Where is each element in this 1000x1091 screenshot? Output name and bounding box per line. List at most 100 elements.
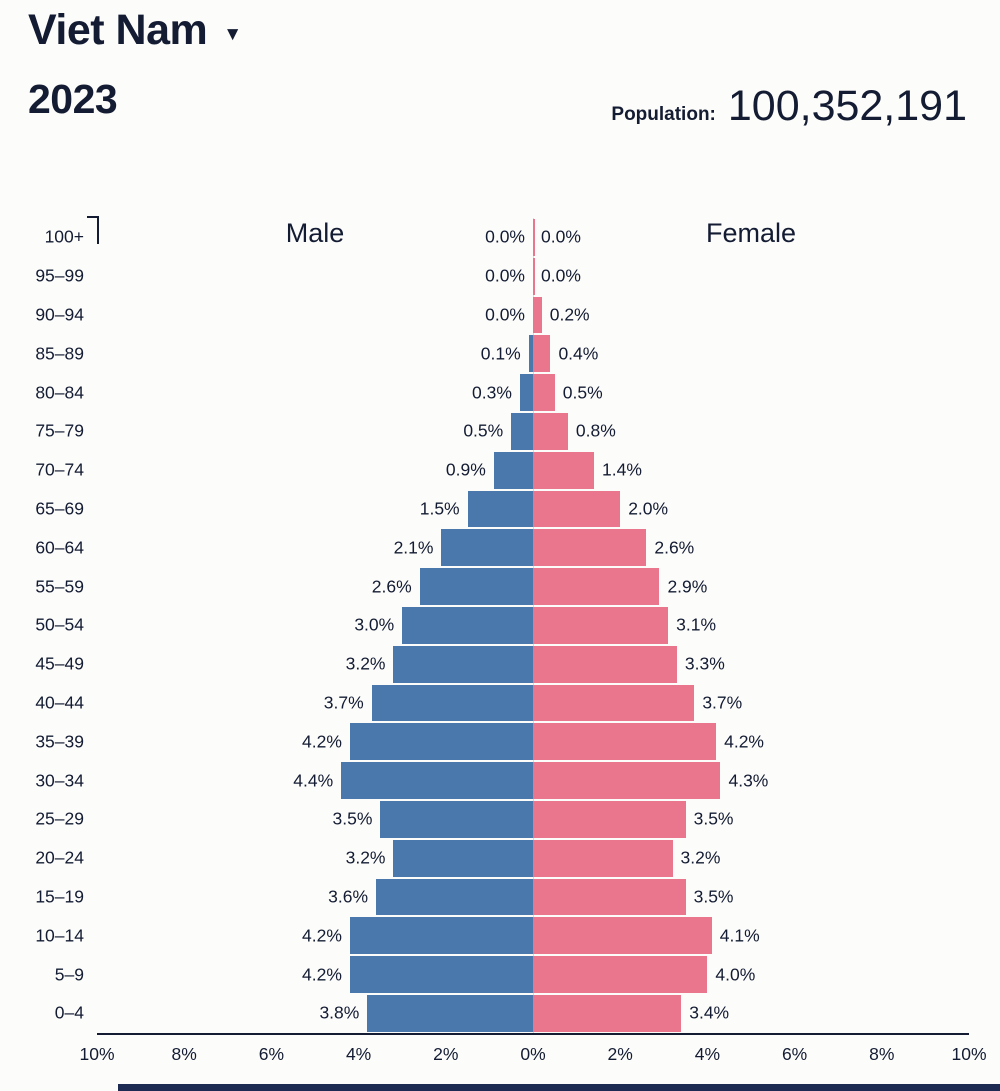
male-bar[interactable]	[419, 568, 533, 605]
pyramid-row: 25–29 3.5% 3.5%	[35, 800, 969, 839]
male-bar[interactable]	[371, 684, 533, 722]
male-bar[interactable]	[441, 529, 533, 567]
pyramid-row: 30–34 4.4% 4.3%	[35, 761, 969, 800]
male-half: 2.1%	[97, 529, 533, 567]
female-bar[interactable]	[533, 529, 647, 567]
male-bar[interactable]	[393, 645, 533, 683]
male-bar[interactable]	[528, 335, 533, 373]
female-bar[interactable]	[533, 335, 551, 373]
age-group-label: 25–29	[35, 808, 84, 829]
male-value-label: 2.1%	[393, 537, 434, 558]
female-bar[interactable]	[533, 568, 660, 605]
female-bar[interactable]	[533, 762, 721, 799]
male-bar[interactable]	[349, 917, 533, 955]
female-half: 0.8%	[533, 412, 969, 450]
female-value-label: 1.4%	[602, 459, 642, 480]
male-bar[interactable]	[349, 723, 533, 761]
female-half: 1.4%	[533, 451, 969, 489]
female-value-label: 3.2%	[680, 847, 721, 868]
pyramid-row: 55–59 2.6% 2.9%	[35, 567, 969, 606]
female-bar[interactable]	[533, 490, 621, 528]
pyramid-row: 70–74 0.9% 1.4%	[35, 451, 969, 490]
male-half: 3.2%	[97, 645, 533, 683]
age-group-label: 35–39	[35, 731, 84, 752]
male-half: 4.4%	[97, 762, 533, 799]
male-half: 0.3%	[97, 374, 533, 411]
female-bar[interactable]	[533, 839, 673, 877]
male-bar[interactable]	[402, 606, 533, 644]
female-value-label: 4.2%	[724, 731, 764, 752]
female-bar[interactable]	[533, 296, 542, 334]
female-bar[interactable]	[533, 606, 669, 644]
female-half: 3.2%	[533, 839, 969, 877]
male-half: 2.6%	[97, 568, 533, 605]
age-group-label: 55–59	[35, 576, 84, 597]
pyramid-row: 65–69 1.5% 2.0%	[35, 490, 969, 529]
female-column-header: Female	[705, 218, 797, 248]
age-group-label: 95–99	[35, 265, 84, 286]
male-bar[interactable]	[341, 762, 533, 799]
male-bar[interactable]	[349, 956, 533, 993]
male-bar[interactable]	[367, 994, 533, 1032]
male-value-label: 0.3%	[472, 382, 512, 403]
female-bar[interactable]	[533, 800, 686, 838]
x-axis-tick-label: 4%	[694, 1044, 721, 1064]
male-bar[interactable]	[467, 490, 533, 528]
female-bar[interactable]	[533, 684, 695, 722]
age-group-label: 100+	[44, 226, 84, 247]
female-value-label: 3.7%	[702, 692, 743, 713]
female-bar[interactable]	[533, 374, 555, 411]
female-bar[interactable]	[533, 723, 717, 761]
female-value-label: 0.0%	[541, 226, 581, 247]
female-half: 3.5%	[533, 878, 969, 916]
male-bar[interactable]	[519, 374, 533, 411]
pyramid-row: 0–4 3.8% 3.4%	[55, 994, 969, 1033]
female-value-label: 3.5%	[693, 886, 734, 907]
female-half: 3.3%	[533, 645, 969, 683]
year-label: 2023	[28, 76, 118, 122]
dropdown-caret-icon[interactable]: ▼	[223, 23, 242, 45]
country-name[interactable]: Viet Nam	[28, 6, 208, 54]
pyramid-row: 60–64 2.1% 2.6%	[35, 528, 969, 567]
female-half: 0.0%	[533, 219, 969, 256]
female-bar[interactable]	[533, 412, 568, 450]
female-bar[interactable]	[533, 645, 677, 683]
male-bar[interactable]	[511, 412, 533, 450]
male-bar[interactable]	[376, 878, 533, 916]
female-bar[interactable]	[533, 994, 682, 1032]
female-bar[interactable]	[533, 451, 595, 489]
pyramid-row: 100+ 0.0% 0.0%	[45, 218, 969, 257]
male-half: 0.1%	[97, 335, 533, 373]
pyramid-row: 90–94 0.0% 0.2%	[35, 296, 969, 335]
male-value-label: 0.0%	[485, 265, 525, 286]
age-group-label: 50–54	[35, 614, 84, 635]
x-axis-tick-label: 6%	[781, 1044, 808, 1064]
age-group-label: 30–34	[35, 770, 84, 791]
male-value-label: 4.2%	[302, 964, 342, 985]
male-value-label: 3.5%	[332, 808, 373, 829]
male-bar[interactable]	[393, 839, 533, 877]
female-bar[interactable]	[533, 878, 686, 916]
female-value-label: 4.0%	[715, 964, 756, 985]
female-half: 3.7%	[533, 684, 969, 722]
age-group-label: 70–74	[35, 459, 84, 480]
male-bar[interactable]	[380, 800, 533, 838]
female-value-label: 0.8%	[575, 420, 616, 441]
age-group-label: 20–24	[35, 847, 84, 868]
age-group-label: 60–64	[35, 537, 84, 558]
pyramid-row: 10–14 4.2% 4.1%	[35, 916, 969, 955]
female-bar[interactable]	[533, 219, 535, 256]
female-half: 4.1%	[533, 917, 969, 955]
x-axis: 10% 8% 6% 4% 2% 0% 2% 4% 6% 8% 10%	[79, 1033, 987, 1083]
pyramid-chart: Male Female 100+ 0.0% 0.0% 95–99 0.0% 0.0% 90–…	[35, 216, 987, 1064]
male-value-label: 0.0%	[485, 304, 525, 325]
country-selector[interactable]: Viet Nam ▼	[28, 6, 242, 55]
age-group-label: 5–9	[54, 964, 84, 985]
female-value-label: 0.4%	[558, 343, 599, 364]
age-group-label: 90–94	[35, 304, 84, 325]
female-bar[interactable]	[533, 917, 712, 955]
male-bar[interactable]	[493, 451, 533, 489]
female-bar[interactable]	[533, 956, 708, 993]
female-bar[interactable]	[533, 257, 535, 295]
